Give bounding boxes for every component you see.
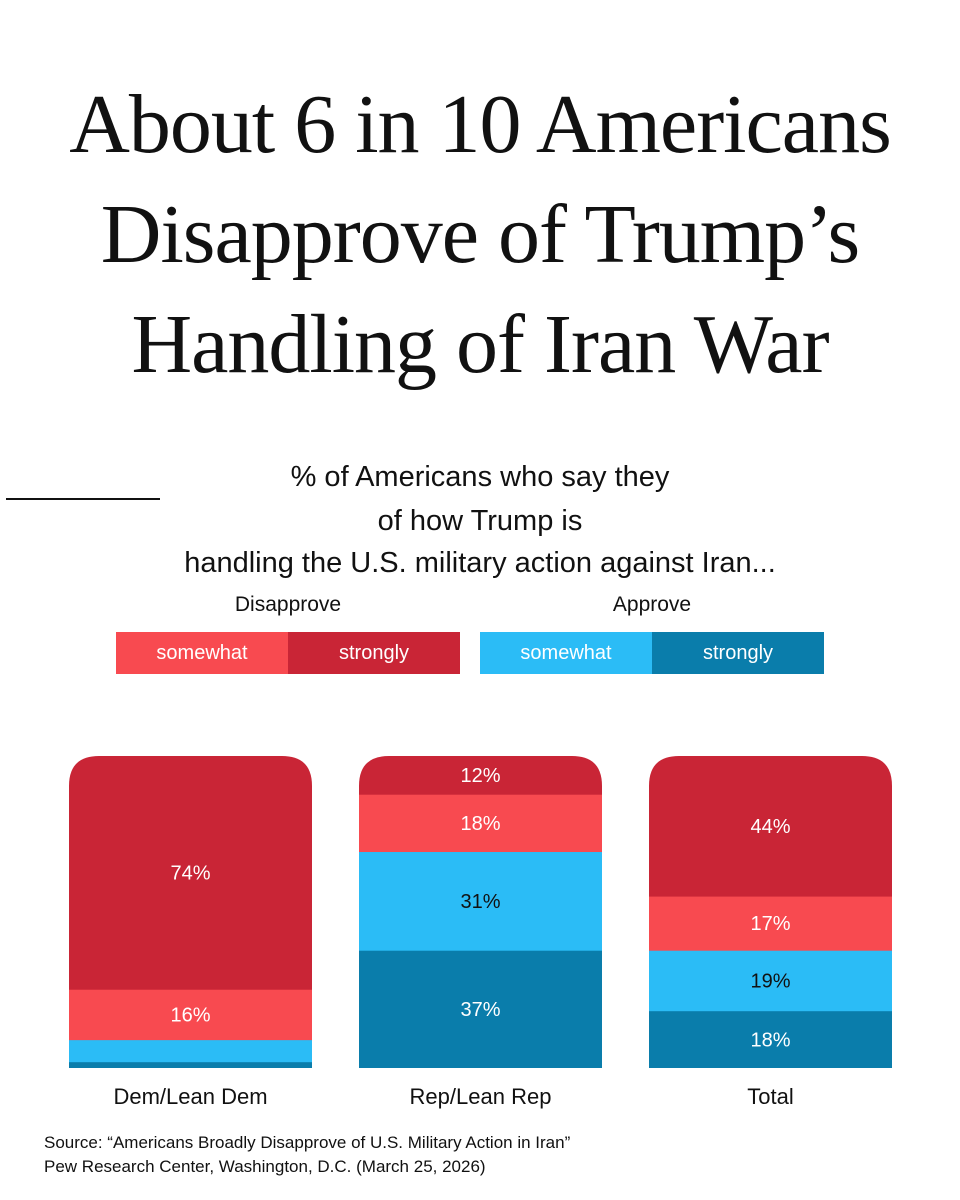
data-label-total-disapprove-somewhat: 17%: [750, 913, 790, 935]
source-line-2: Pew Research Center, Washington, D.C. (M…: [44, 1157, 486, 1176]
bar-segment-dem-lean-dem-approve-somewhat: [69, 1039, 312, 1063]
subtitle-line-1-after: of how Trump is: [377, 505, 583, 537]
chart-title: About 6 in 10 Americans Disapprove of Tr…: [0, 70, 960, 400]
category-label-rep-lean-rep: Rep/Lean Rep: [410, 1084, 552, 1109]
legend-approve: Approve somewhat strongly: [480, 590, 824, 674]
legend-approve-strongly: strongly: [652, 632, 824, 674]
category-label-dem-lean-dem: Dem/Lean Dem: [113, 1084, 267, 1109]
subtitle-line-2: handling the U.S. military action agains…: [184, 547, 776, 579]
subtitle-line-1: % of Americans who say they of how Trump …: [0, 456, 960, 542]
source-note: Source: “Americans Broadly Disapprove of…: [44, 1131, 570, 1179]
bar-segment-total-disapprove-somewhat: [649, 896, 892, 951]
data-label-rep-lean-rep-disapprove-somewhat: 18%: [460, 813, 500, 835]
legend-disapprove-somewhat: somewhat: [116, 632, 288, 674]
data-label-rep-lean-rep-approve-somewhat: 31%: [460, 891, 500, 913]
subtitle-blank: [6, 498, 160, 500]
source-line-1: Source: “Americans Broadly Disapprove of…: [44, 1133, 571, 1152]
bar-segment-rep-lean-rep-disapprove-strongly: [359, 756, 602, 795]
bar-segment-total-disapprove-strongly: [649, 756, 892, 897]
legend-disapprove-strongly: strongly: [288, 632, 460, 674]
legend-disapprove: Disapprove somewhat strongly: [116, 590, 460, 674]
legend-approve-somewhat: somewhat: [480, 632, 652, 674]
bar-segment-rep-lean-rep-approve-strongly: [359, 950, 602, 1068]
bar-group-total: [649, 756, 892, 1068]
category-label-total: Total: [747, 1084, 793, 1109]
data-label-rep-lean-rep-approve-strongly: 37%: [460, 999, 500, 1021]
data-label-rep-lean-rep-disapprove-strongly: 12%: [460, 765, 500, 787]
chart-subtitle: % of Americans who say they of how Trump …: [0, 456, 960, 584]
bar-segment-rep-lean-rep-disapprove-somewhat: [359, 794, 602, 853]
stacked-bar-chart: 16% 74% Dem/Lean Dem 37% 31% 18% 12% Rep/Lean R…: [69, 756, 892, 1109]
data-label-total-disapprove-strongly: 44%: [750, 816, 790, 838]
legend-approve-bar: somewhat strongly: [480, 632, 824, 674]
legend-disapprove-heading: Disapprove: [234, 593, 342, 616]
legend-disapprove-bar: somewhat strongly: [116, 632, 460, 674]
title-line-3: Handling of Iran War: [131, 298, 829, 391]
bar-segment-rep-lean-rep-approve-somewhat: [359, 851, 602, 951]
data-label-dem-lean-dem-disapprove-strongly: 74%: [170, 863, 210, 885]
bar-segment-total-approve-strongly: [649, 1010, 892, 1068]
data-label-total-approve-strongly: 18%: [750, 1029, 790, 1051]
title-line-2: Disapprove of Trump’s: [100, 188, 860, 281]
bar-segment-dem-lean-dem-disapprove-somewhat: [69, 989, 312, 1041]
data-label-dem-lean-dem-disapprove-somewhat: 16%: [170, 1004, 210, 1026]
bar-segment-total-approve-somewhat: [649, 950, 892, 1012]
title-line-1: About 6 in 10 Americans: [69, 78, 892, 171]
subtitle-line-1-before: % of Americans who say they: [290, 461, 670, 493]
bar-group-rep-lean-rep: [359, 756, 602, 1068]
bar-segment-dem-lean-dem-disapprove-strongly: [69, 756, 312, 990]
legend-approve-heading: Approve: [612, 593, 692, 616]
bar-group-dem-lean-dem: [69, 756, 312, 1068]
bar-segment-dem-lean-dem-approve-strongly: [69, 1061, 312, 1068]
data-label-total-approve-somewhat: 19%: [750, 970, 790, 992]
